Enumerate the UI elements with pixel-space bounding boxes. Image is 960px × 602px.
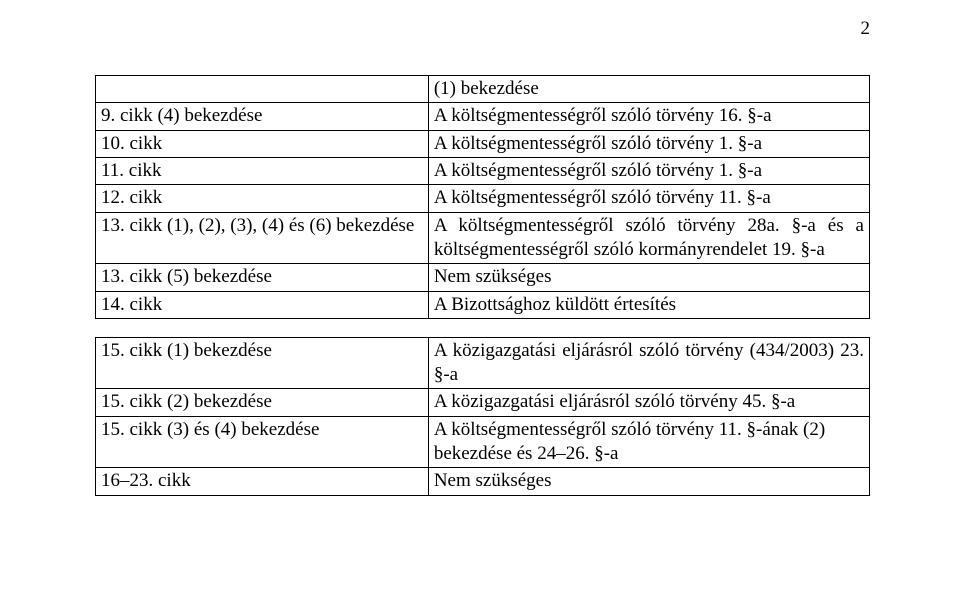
table-row: 13. cikk (5) bekezdéseNem szükséges [96,264,870,291]
document-page: 2 (1) bekezdése9. cikk (4) bekezdéseA kö… [0,0,960,602]
table-row: 9. cikk (4) bekezdéseA költségmentességr… [96,103,870,130]
cell-right: A költségmentességről szóló törvény 1. §… [428,157,869,184]
cell-right: A költségmentességről szóló törvény 11. … [428,185,869,212]
cell-right: A költségmentességről szóló törvény 11. … [428,416,869,468]
cell-right: (1) bekezdése [428,76,869,103]
cell-right: Nem szükséges [428,468,869,495]
table-row: 15. cikk (2) bekezdéseA közigazgatási el… [96,389,870,416]
table-row: (1) bekezdése [96,76,870,103]
cell-right: A költségmentességről szóló törvény 28a.… [428,212,869,264]
spacer-row [96,318,870,337]
cell-left: 15. cikk (3) és (4) bekezdése [96,416,429,468]
cell-right: A Bizottsághoz küldött értesítés [428,291,869,318]
cell-left: 13. cikk (5) bekezdése [96,264,429,291]
page-number: 2 [861,18,871,40]
cell-right: A költségmentességről szóló törvény 16. … [428,103,869,130]
cell-right: A közigazgatási eljárásról szóló törvény… [428,337,869,389]
cell-left: 9. cikk (4) bekezdése [96,103,429,130]
cell-right: A költségmentességről szóló törvény 1. §… [428,130,869,157]
table-row: 11. cikkA költségmentességről szóló törv… [96,157,870,184]
cell-left: 13. cikk (1), (2), (3), (4) és (6) bekez… [96,212,429,264]
table-row: 12. cikkA költségmentességről szóló törv… [96,185,870,212]
cell-left: 16–23. cikk [96,468,429,495]
table-row: 10. cikkA költségmentességről szóló törv… [96,130,870,157]
cell-right: Nem szükséges [428,264,869,291]
table-row: 13. cikk (1), (2), (3), (4) és (6) bekez… [96,212,870,264]
cell-left: 15. cikk (2) bekezdése [96,389,429,416]
table-row: 16–23. cikkNem szükséges [96,468,870,495]
table-row: 15. cikk (1) bekezdéseA közigazgatási el… [96,337,870,389]
cell-right: A közigazgatási eljárásról szóló törvény… [428,389,869,416]
table-row: 14. cikkA Bizottsághoz küldött értesítés [96,291,870,318]
cell-left: 14. cikk [96,291,429,318]
cell-left: 15. cikk (1) bekezdése [96,337,429,389]
cell-left: 10. cikk [96,130,429,157]
cell-left: 11. cikk [96,157,429,184]
cell-left: 12. cikk [96,185,429,212]
spacer-cell [96,318,870,337]
cell-left [96,76,429,103]
table-row: 15. cikk (3) és (4) bekezdéseA költségme… [96,416,870,468]
regulation-table: (1) bekezdése9. cikk (4) bekezdéseA költ… [95,75,870,496]
